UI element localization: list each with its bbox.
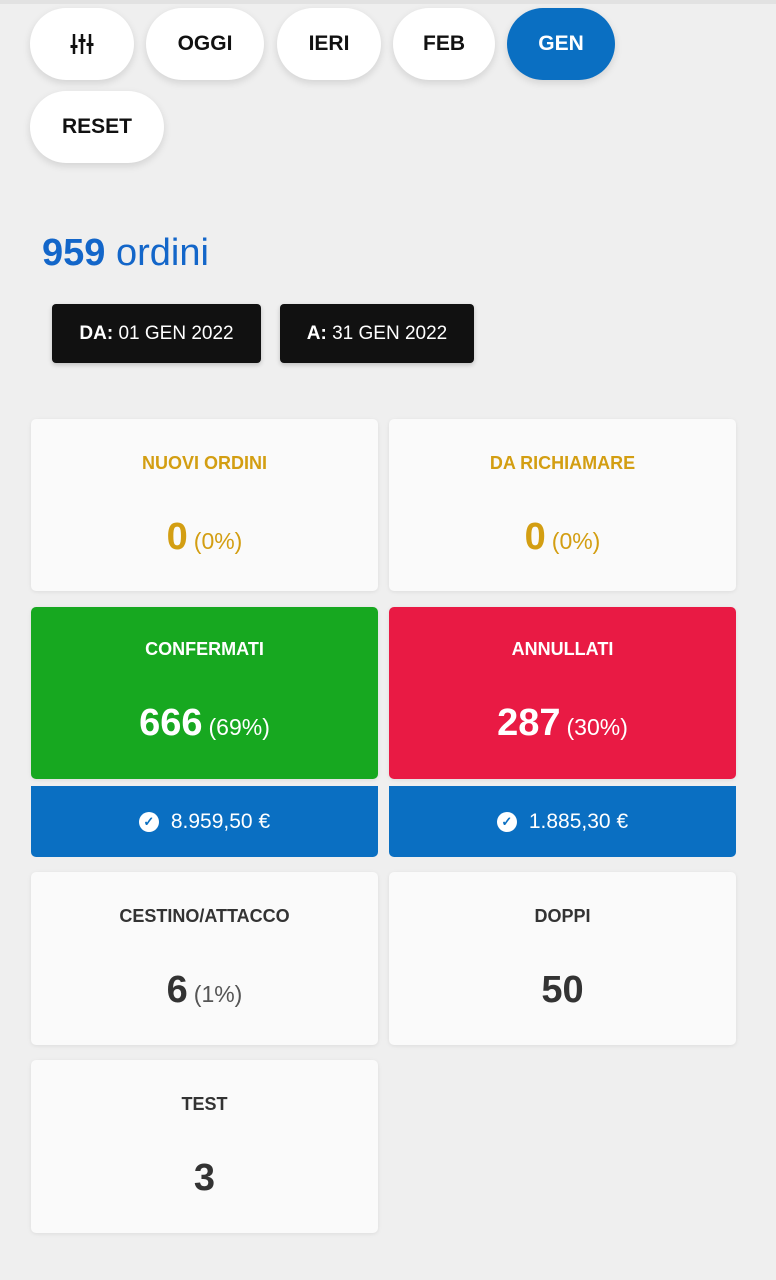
check-circle-icon: ✓ [496,811,517,832]
card-title: CESTINO/ATTACCO [119,906,290,926]
sliders-icon [70,34,94,54]
date-to-label: A: [306,322,327,344]
card-title: TEST [181,1094,228,1114]
filter-feb-button[interactable]: FEB [393,8,495,80]
card-value: 666 [139,702,203,744]
top-bar [0,0,776,4]
card-percent: (0%) [193,528,243,554]
filter-gen-button[interactable]: GEN [507,8,615,80]
card-title: DOPPI [534,906,591,926]
filter-ieri-button[interactable]: IERI [277,8,381,80]
date-to-value: 31 GEN 2022 [332,322,448,344]
card-value: 50 [541,969,584,1011]
filter-settings-button[interactable] [30,8,134,80]
orders-count-value: 959 [42,232,106,274]
card-doppi[interactable]: DOPPI 50 [389,872,736,1045]
date-from-value: 01 GEN 2022 [118,322,234,344]
card-test[interactable]: TEST 3 [31,1060,378,1233]
date-to-badge[interactable]: A: 31 GEN 2022 [280,304,474,363]
date-from-label: DA: [79,322,114,344]
reset-button[interactable]: RESET [30,91,164,163]
card-title: CONFERMATI [145,639,264,659]
card-cestino-attacco[interactable]: CESTINO/ATTACCO 6 (1%) [31,872,378,1045]
card-percent: (0%) [551,528,601,554]
card-da-richiamare[interactable]: DA RICHIAMARE 0 (0%) [389,419,736,591]
card-percent: (69%) [208,714,270,740]
check-circle-icon: ✓ [138,811,159,832]
card-value: 287 [497,702,561,744]
card-percent: (30%) [566,714,628,740]
amount-value: 1.885,30 € [528,809,629,833]
card-value: 3 [193,1157,216,1199]
orders-count-label: ordini [115,232,209,274]
card-percent: (1%) [193,981,243,1007]
card-nuovi-ordini[interactable]: NUOVI ORDINI 0 (0%) [31,419,378,591]
confermati-amount: ✓ 8.959,50 € [31,786,378,857]
card-title: DA RICHIAMARE [489,453,636,473]
card-annullati[interactable]: ANNULLATI 287 (30%) [389,607,736,779]
amount-value: 8.959,50 € [170,809,271,833]
card-value: 0 [524,516,546,558]
card-title: ANNULLATI [511,639,614,659]
card-value: 0 [166,516,188,558]
card-confermati[interactable]: CONFERMATI 666 (69%) [31,607,378,779]
date-from-badge[interactable]: DA: 01 GEN 2022 [52,304,261,363]
filter-oggi-button[interactable]: OGGI [146,8,264,80]
annullati-amount: ✓ 1.885,30 € [389,786,736,857]
orders-count: 959 ordini [42,232,209,275]
card-value: 6 [166,969,188,1011]
card-title: NUOVI ORDINI [141,453,267,473]
